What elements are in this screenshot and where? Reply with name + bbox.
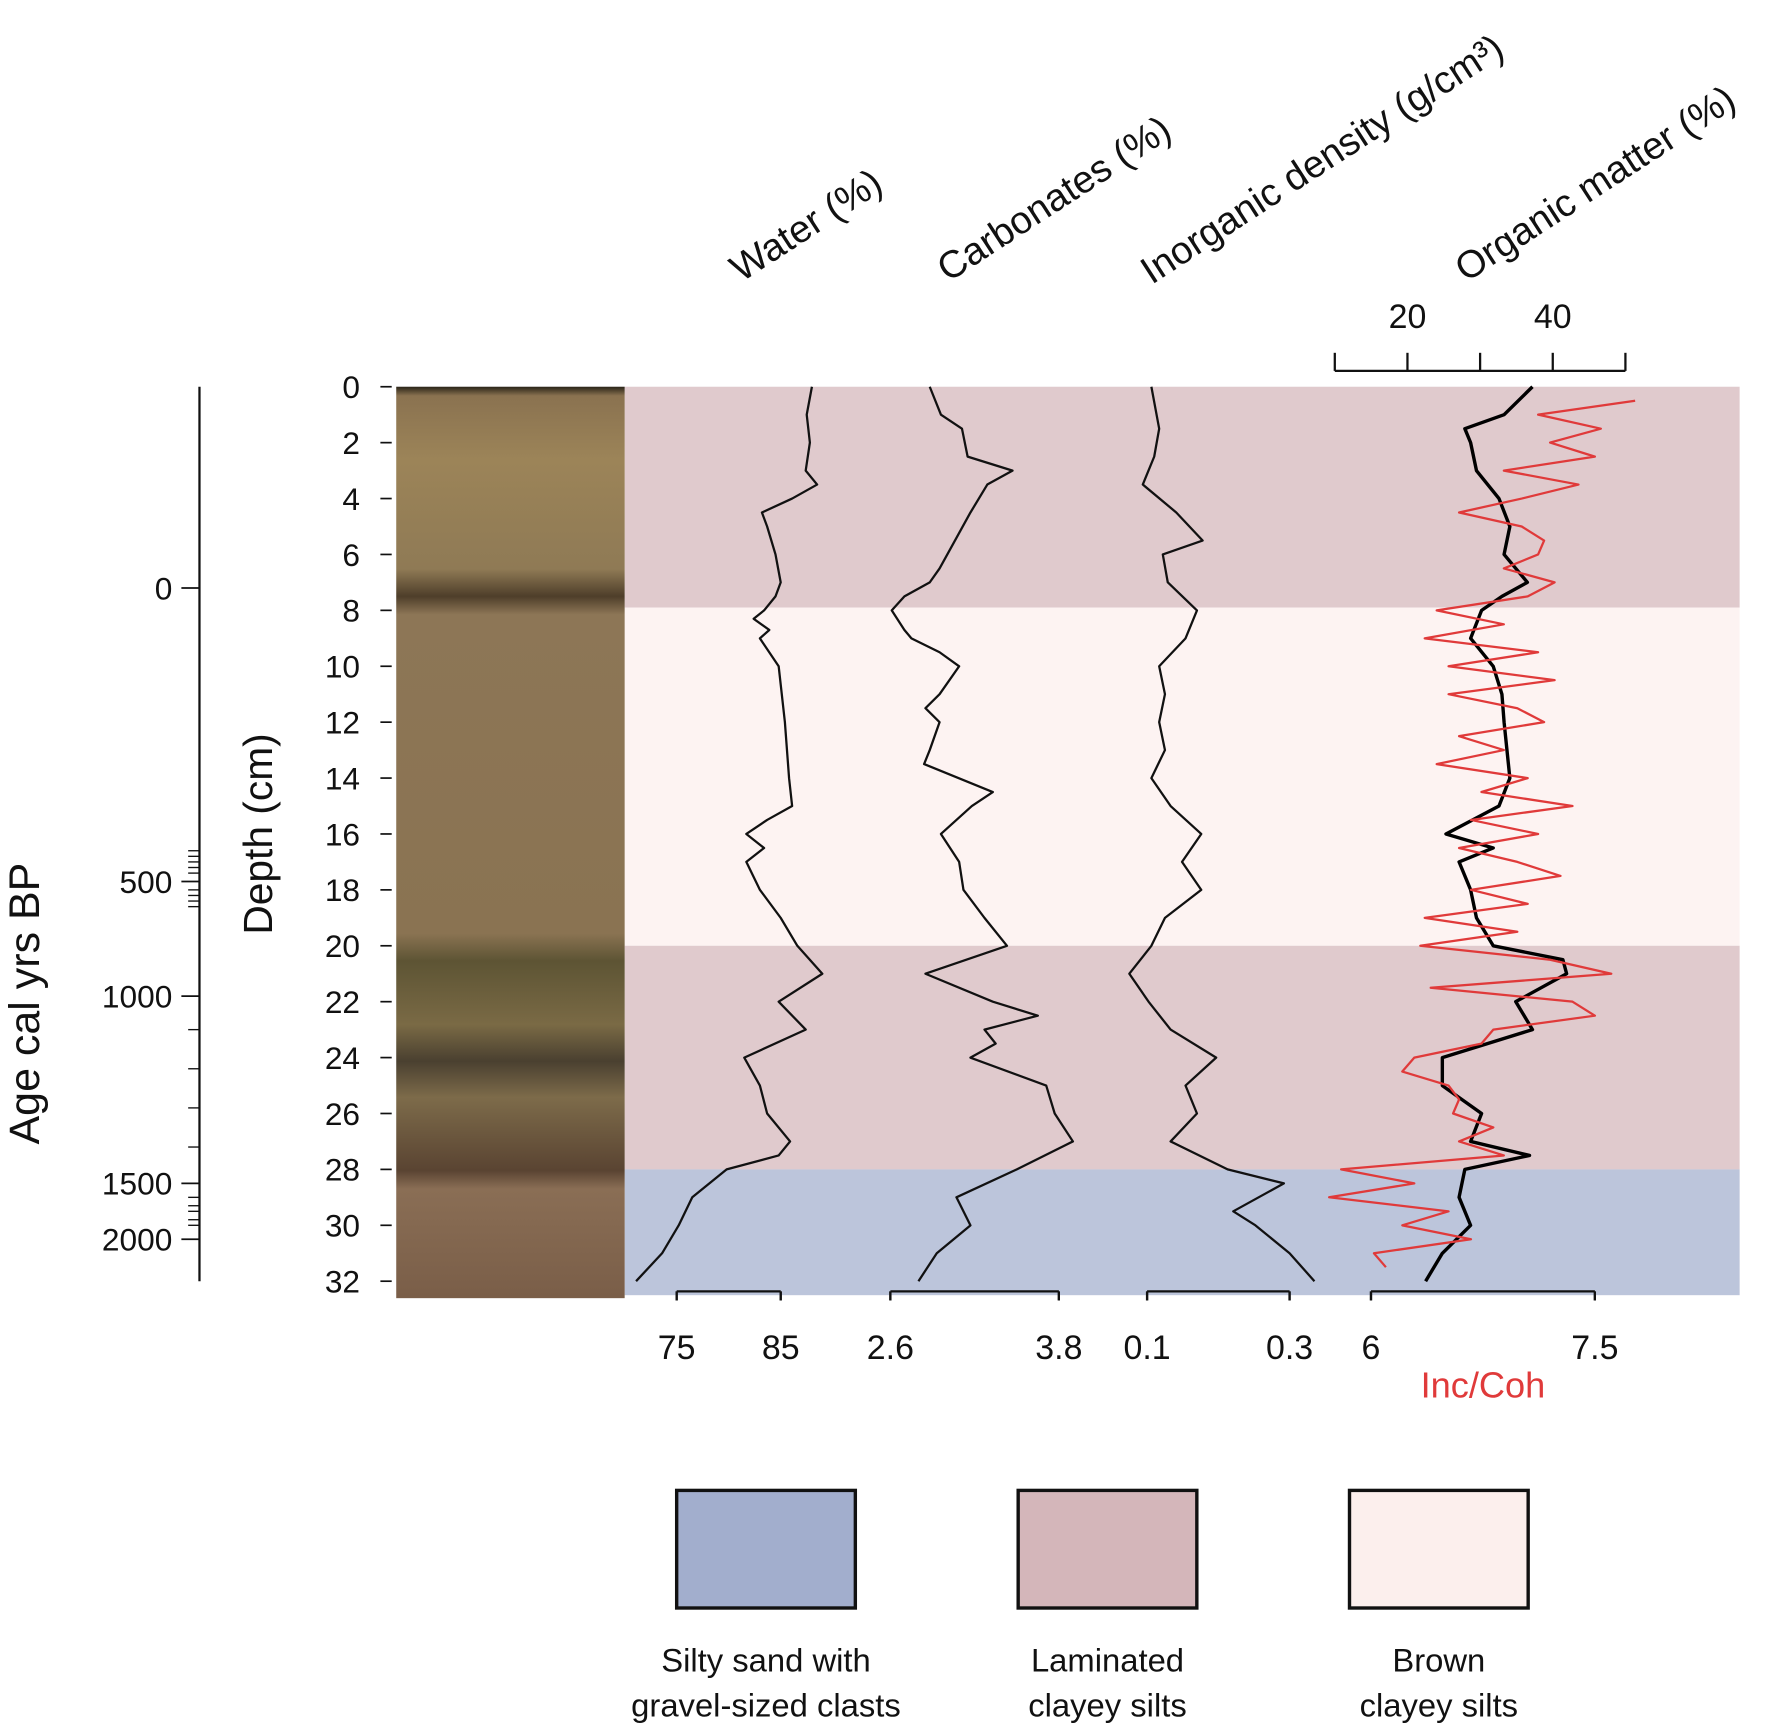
age-axis-label: Age cal yrs BP [1, 863, 49, 1145]
legend-label: Laminated [1031, 1641, 1184, 1678]
age-tick-label: 1500 [102, 1166, 172, 1202]
panel-title: Organic matter (%) [1447, 77, 1743, 290]
x-tick-label: 85 [762, 1329, 800, 1367]
x-tick-label: 75 [658, 1329, 696, 1367]
data-line [890, 386, 1075, 1282]
facies-band [624, 945, 1740, 1170]
depth-tick-label: 12 [325, 704, 360, 740]
depth-tick-label: 16 [325, 816, 360, 852]
depth-tick-label: 24 [325, 1040, 360, 1076]
depth-tick-label: 2 [342, 425, 360, 461]
data-line [635, 386, 824, 1282]
depth-tick-label: 10 [325, 649, 360, 685]
x-axis-label: Inc/Coh [1421, 1365, 1546, 1406]
x-tick-label: 0.3 [1266, 1329, 1313, 1367]
age-tick-label: 0 [155, 570, 173, 606]
depth-tick-label: 4 [342, 481, 360, 517]
x-tick-label: 0.1 [1124, 1329, 1171, 1367]
age-tick-label: 1000 [102, 978, 172, 1014]
x-tick-label: 7.5 [1571, 1329, 1618, 1367]
age-tick-label: 2000 [102, 1222, 172, 1258]
depth-tick-label: 28 [325, 1152, 360, 1188]
legend-swatch [1347, 1488, 1530, 1610]
legend-label: Brown [1392, 1641, 1485, 1678]
x-tick-label: 2.6 [867, 1329, 914, 1367]
depth-tick-label: 18 [325, 872, 360, 908]
legend-swatch [1016, 1488, 1199, 1610]
x-tick-label: 40 [1534, 298, 1572, 336]
data-line [1424, 385, 1569, 1283]
legend-label: clayey silts [1360, 1687, 1518, 1724]
facies-band [624, 607, 1740, 946]
depth-tick-label: 8 [342, 593, 360, 629]
panel-title: Water (%) [723, 161, 890, 290]
data-line [1128, 386, 1316, 1282]
depth-tick-label: 14 [325, 760, 360, 796]
depth-tick-label: 30 [325, 1208, 360, 1244]
data-line [1328, 399, 1636, 1268]
legend-label: clayey silts [1028, 1687, 1186, 1724]
depth-tick-label: 32 [325, 1264, 360, 1300]
x-tick-label: 20 [1389, 298, 1427, 336]
depth-tick-label: 22 [325, 984, 360, 1020]
depth-tick-label: 20 [325, 928, 360, 964]
depth-tick-label: 26 [325, 1096, 360, 1132]
age-tick-label: 500 [120, 864, 173, 900]
depth-tick-label: 0 [342, 369, 360, 405]
depth-axis-label: Depth (cm) [235, 733, 281, 934]
legend-label: gravel-sized clasts [631, 1687, 901, 1724]
core-photo [396, 386, 625, 1299]
x-tick-label: 6 [1362, 1329, 1381, 1367]
facies-band [624, 386, 1740, 608]
facies-band [624, 1169, 1740, 1296]
legend-swatch [674, 1488, 858, 1610]
x-tick-label: 3.8 [1035, 1329, 1082, 1367]
depth-tick-label: 6 [342, 537, 360, 573]
legend-label: Silty sand with [661, 1641, 871, 1678]
